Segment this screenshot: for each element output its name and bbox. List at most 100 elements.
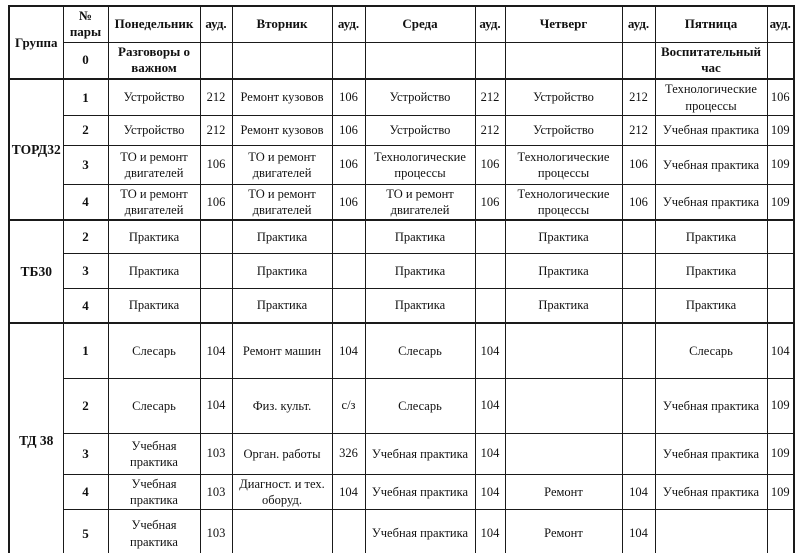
group-column-header: Группа [8,5,64,80]
room-cell: 104 [474,377,506,434]
group-first-row: ТБ30 2 Практика Практика Практика Практика Пра… [8,219,795,324]
subject-cell: ТО и ремонт двигателей [231,183,333,221]
room-cell: 104 [766,322,795,379]
room-cell: 106 [474,144,506,185]
empty-cell [331,287,366,324]
room-cell: 212 [199,78,233,116]
room-cell: 212 [621,78,656,116]
schedule-row: 3 ТО и ремонт двигателей 106 ТО и ремонт дв… [9,144,795,185]
subject-cell: Учебная практика [654,183,768,221]
schedule-body: ТОРД32 1 Устройство 212 Ремонт кузовов 106 Уст… [8,78,795,553]
schedule-table: Группа № пары Понедельник ауд. Вторник ауд. Ср… [8,5,795,553]
subject-cell: Практика [364,287,476,324]
room-column-header: ауд. [199,5,233,43]
room-cell: 109 [766,432,795,475]
subject-cell: Практика [231,287,333,324]
room-cell: 212 [474,114,506,146]
group-first-row: ТОРД32 1 Устройство 212 Ремонт кузовов 106 Уст… [8,78,795,221]
subject-cell: Учебная практика [107,509,201,553]
pair-number: 4 [62,473,109,511]
room-cell: 104 [474,322,506,379]
empty-cell [766,41,795,80]
empty-cell [766,219,795,254]
subject-cell: Практика [107,219,201,254]
subject-cell: Практика [231,252,333,289]
subject-cell: Ремонт машин [231,322,333,379]
room-cell: 104 [331,473,366,511]
subject-cell: Технологические процессы [654,78,768,116]
group-name: ТД 38 [8,322,64,553]
room-cell: 106 [474,183,506,221]
room-cell: 103 [199,509,233,553]
empty-cell [621,219,656,254]
subject-cell: Практика [504,219,623,254]
subject-cell: Устройство [364,114,476,146]
subject-cell: Слесарь [107,377,201,434]
subject-cell: Слесарь [364,377,476,434]
room-cell: 106 [199,183,233,221]
empty-cell [231,41,333,80]
pair-number: 1 [62,78,109,116]
subject-cell: Учебная практика [364,432,476,475]
subject-cell: Практика [504,252,623,289]
schedule-row: 3 Практика Практика Практика Практика Практик… [9,252,795,289]
schedule-row: 4 ТО и ремонт двигателей 106 ТО и ремонт дв… [9,183,795,221]
subject-cell: Практика [654,252,768,289]
day-header-1: Понедельник [107,5,201,43]
empty-cell [199,41,233,80]
subject-cell: Слесарь [364,322,476,379]
subject-cell: Ремонт кузовов [231,78,333,116]
subject-cell: Практика [231,219,333,254]
empty-cell [621,377,656,434]
subject-cell: ТО и ремонт двигателей [364,183,476,221]
empty-cell [474,219,506,254]
pair-number: 1 [62,322,109,379]
empty-cell [654,509,768,553]
subject-cell: Практика [107,287,201,324]
room-cell: 109 [766,377,795,434]
pair-number: 0 [62,41,109,80]
subject-cell: Технологические процессы [364,144,476,185]
room-cell: 109 [766,473,795,511]
schedule-head: Группа № пары Понедельник ауд. Вторник ауд. Ср… [8,5,795,80]
subject-cell: Устройство [504,114,623,146]
empty-cell [231,509,333,553]
room-cell: 106 [331,183,366,221]
group-first-row: ТД 38 1 Слесарь 104 Ремонт машин 104 Слесарь 10… [8,322,795,553]
empty-cell [621,322,656,379]
empty-cell [766,287,795,324]
subject-cell: Практика [364,252,476,289]
subject-cell: Учебная практика [107,432,201,475]
empty-cell [504,41,623,80]
subject-cell: ТО и ремонт двигателей [107,144,201,185]
subject-cell: Воспитательный час [654,41,768,80]
empty-cell [504,377,623,434]
subject-cell: Орган. работы [231,432,333,475]
empty-cell [621,287,656,324]
header-row: Группа № пары Понедельник ауд. Вторник ауд. Ср… [8,5,795,80]
empty-cell [621,41,656,80]
pair-number: 4 [62,287,109,324]
room-cell: 104 [474,509,506,553]
room-cell: 104 [199,377,233,434]
subject-cell: Технологические процессы [504,144,623,185]
group-name: ТОРД32 [8,78,64,221]
subject-cell: Ремонт [504,473,623,511]
pair-number: 5 [62,509,109,553]
empty-cell [766,509,795,553]
subject-cell: Учебная практика [364,509,476,553]
subject-cell: Учебная практика [654,114,768,146]
schedule-row: 2 Слесарь 104 Физ. культ. с/з Слесарь 104 Учебн… [9,377,795,434]
room-cell: 106 [331,144,366,185]
pair-number: 3 [62,432,109,475]
room-cell: 104 [621,509,656,553]
subject-cell: Физ. культ. [231,377,333,434]
room-cell: 212 [474,78,506,116]
subject-cell: Устройство [107,78,201,116]
empty-cell [331,219,366,254]
room-cell: 104 [199,322,233,379]
room-cell: 106 [621,144,656,185]
room-cell: 109 [766,144,795,185]
day-header-2: Вторник [231,5,333,43]
subject-cell: ТО и ремонт двигателей [107,183,201,221]
